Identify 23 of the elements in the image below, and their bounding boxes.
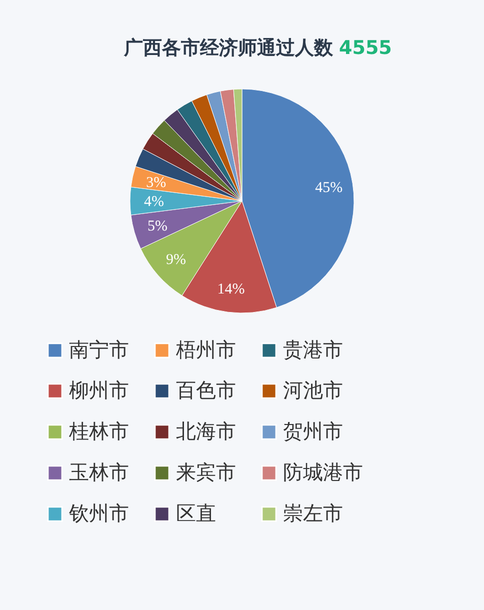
legend-label: 北海市 [176, 419, 236, 443]
data-label: 3% [146, 174, 166, 191]
legend-label: 百色市 [176, 378, 236, 402]
legend-label: 柳州市 [69, 378, 129, 402]
legend-label: 玉林市 [69, 460, 129, 484]
legend-label: 贵港市 [283, 337, 343, 362]
legend-label: 河池市 [283, 378, 343, 402]
legend-label: 防城港市 [283, 460, 363, 484]
legend-label: 桂林市 [68, 419, 129, 443]
data-label: 5% [147, 218, 168, 235]
chart-title: 广西各市经济师通过人数 [123, 37, 334, 59]
legend-label: 区直 [176, 501, 216, 525]
legend-label: 钦州市 [68, 501, 129, 525]
legend-label: 梧州市 [175, 337, 236, 362]
data-label: 9% [166, 252, 186, 268]
legend-label: 崇左市 [283, 501, 343, 525]
chart-subtitle: 4555 [339, 37, 392, 59]
data-label: 45% [315, 180, 343, 196]
data-label: 4% [144, 194, 164, 210]
legend-label: 南宁市 [69, 337, 129, 362]
legend-label: 来宾市 [176, 460, 236, 484]
legend-label: 贺州市 [283, 419, 343, 443]
data-label: 14% [217, 281, 245, 298]
